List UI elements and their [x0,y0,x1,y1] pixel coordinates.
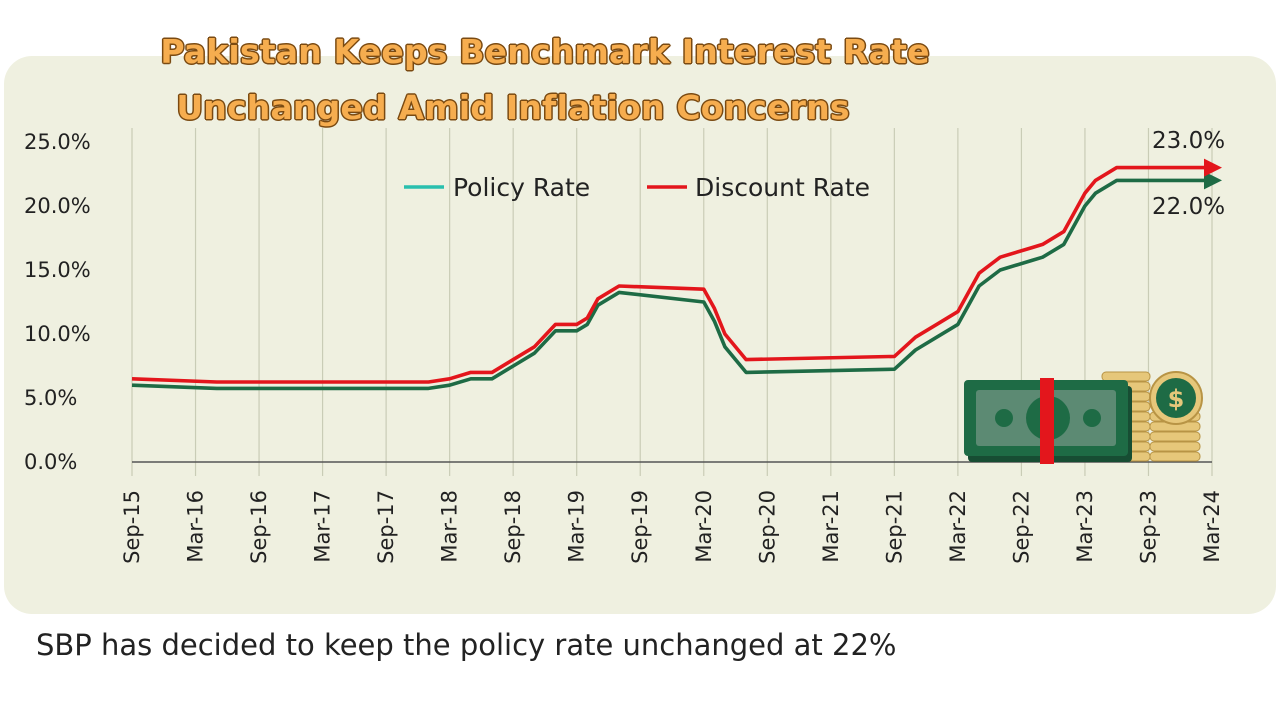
x-tick-label: Sep-19 [628,490,652,564]
discount-rate-line [131,165,1212,384]
end-label-policy: 22.0% [1152,194,1225,220]
caption: SBP has decided to keep the policy rate … [36,628,897,662]
x-tick-label: Mar-24 [1200,490,1224,563]
policy-rate-arrow [1204,171,1222,190]
legend-label-policy: Policy Rate [453,173,590,202]
x-tick-label: Mar-19 [565,490,589,563]
x-tick-label: Sep-20 [755,490,779,564]
y-axis-labels: 0.0% 5.0% 10.0% 15.0% 20.0% 25.0% [24,130,91,474]
x-tick-label: Sep-22 [1009,490,1033,564]
y-tick-label: 25.0% [24,130,91,154]
x-tick-label: Sep-21 [882,490,906,564]
discount-rate-arrow [1204,158,1222,177]
x-tick-label: Mar-22 [946,490,970,563]
money-stack-icon: $ [964,371,1203,464]
x-tick-label: Mar-18 [438,490,462,563]
y-tick-label: 5.0% [24,386,77,410]
policy-rate-line [131,178,1212,391]
x-tick-label: Mar-21 [819,490,843,563]
x-tick-label: Sep-17 [374,490,398,564]
legend-label-discount: Discount Rate [695,173,870,202]
legend: Policy Rate Discount Rate [404,173,870,202]
x-tick-label: Mar-17 [311,490,335,563]
y-tick-label: 10.0% [24,322,91,346]
y-tick-label: 20.0% [24,194,91,218]
end-label-discount: 23.0% [1152,128,1225,154]
x-tick-label: Sep-15 [120,490,144,564]
x-tick-label: Mar-16 [184,490,208,563]
headline-line-2: Unchanged Amid Inflation Concerns [176,88,850,127]
series-lines [131,158,1222,391]
x-tick-label: Mar-20 [692,490,716,563]
x-tick-label: Sep-16 [247,490,271,564]
x-tick-label: Sep-23 [1136,490,1160,564]
y-tick-label: 15.0% [24,258,91,282]
x-tick-label: Sep-18 [501,490,525,564]
coin-symbol: $ [1168,385,1185,413]
headline-line-1: Pakistan Keeps Benchmark Interest Rate [160,32,930,71]
y-tick-label: 0.0% [24,450,77,474]
x-axis-labels: Sep-15 Mar-16 Sep-16 Mar-17 Sep-17 Mar-18 Sep-… [120,490,1224,564]
x-tick-label: Mar-23 [1073,490,1097,563]
